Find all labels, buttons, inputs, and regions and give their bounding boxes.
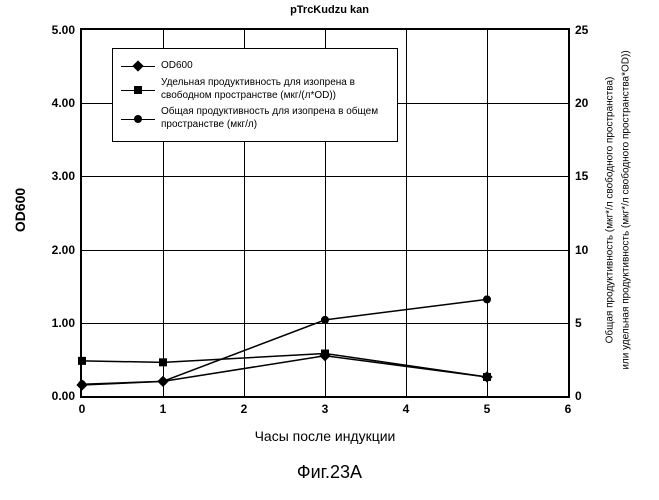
marker-square xyxy=(78,357,86,365)
legend-swatch xyxy=(121,59,155,73)
legend: OD600 Удельная продуктивность для изопрен… xyxy=(112,48,398,142)
legend-label: OD600 xyxy=(161,60,193,73)
x-axis-label: Часы после индукции xyxy=(80,428,570,444)
chart-container: { "chart": { "title": "pTrcKudzu kan", "… xyxy=(0,0,659,500)
xtick: 0 xyxy=(72,402,92,416)
chart-title: pTrcKudzu kan xyxy=(0,4,659,16)
y-axis-left-label: OD600 xyxy=(12,188,28,232)
ytick-right: 20 xyxy=(575,96,605,110)
gridline-v xyxy=(487,30,488,396)
gridline-v xyxy=(406,30,407,396)
marker-circle xyxy=(78,380,86,388)
circle-icon xyxy=(134,115,142,123)
ytick-left: 3.00 xyxy=(25,169,75,183)
legend-item: Удельная продуктивность для изопрена в с… xyxy=(121,77,389,102)
ytick-left: 0.00 xyxy=(25,389,75,403)
legend-label: Удельная продуктивность для изопрена в с… xyxy=(161,77,389,102)
xtick: 5 xyxy=(477,402,497,416)
ytick-right: 0 xyxy=(575,389,605,403)
square-icon xyxy=(134,86,142,94)
ytick-right: 15 xyxy=(575,169,605,183)
xtick: 3 xyxy=(315,402,335,416)
y-axis-right-label-1: Общая продуктивность (мкг*/л свободного … xyxy=(605,77,616,344)
figure-caption: Фиг.23А xyxy=(0,462,659,483)
legend-swatch xyxy=(121,83,155,97)
series-line xyxy=(82,299,487,384)
xtick: 4 xyxy=(396,402,416,416)
xtick: 6 xyxy=(558,402,578,416)
ytick-left: 2.00 xyxy=(25,243,75,257)
diamond-icon xyxy=(132,60,143,71)
xtick: 1 xyxy=(153,402,173,416)
legend-label: Общая продуктивность для изопрена в обще… xyxy=(161,106,389,131)
ytick-right: 10 xyxy=(575,243,605,257)
y-axis-right-label-2: или удельная продуктивность (мкг*/л своб… xyxy=(621,50,632,369)
ytick-right: 25 xyxy=(575,23,605,37)
ytick-right: 5 xyxy=(575,316,605,330)
xtick: 2 xyxy=(234,402,254,416)
legend-item: OD600 xyxy=(121,59,389,73)
legend-swatch xyxy=(121,112,155,126)
ytick-left: 5.00 xyxy=(25,23,75,37)
ytick-left: 4.00 xyxy=(25,96,75,110)
series-line xyxy=(82,356,487,385)
series-line xyxy=(82,354,487,377)
ytick-left: 1.00 xyxy=(25,316,75,330)
legend-item: Общая продуктивность для изопрена в обще… xyxy=(121,106,389,131)
